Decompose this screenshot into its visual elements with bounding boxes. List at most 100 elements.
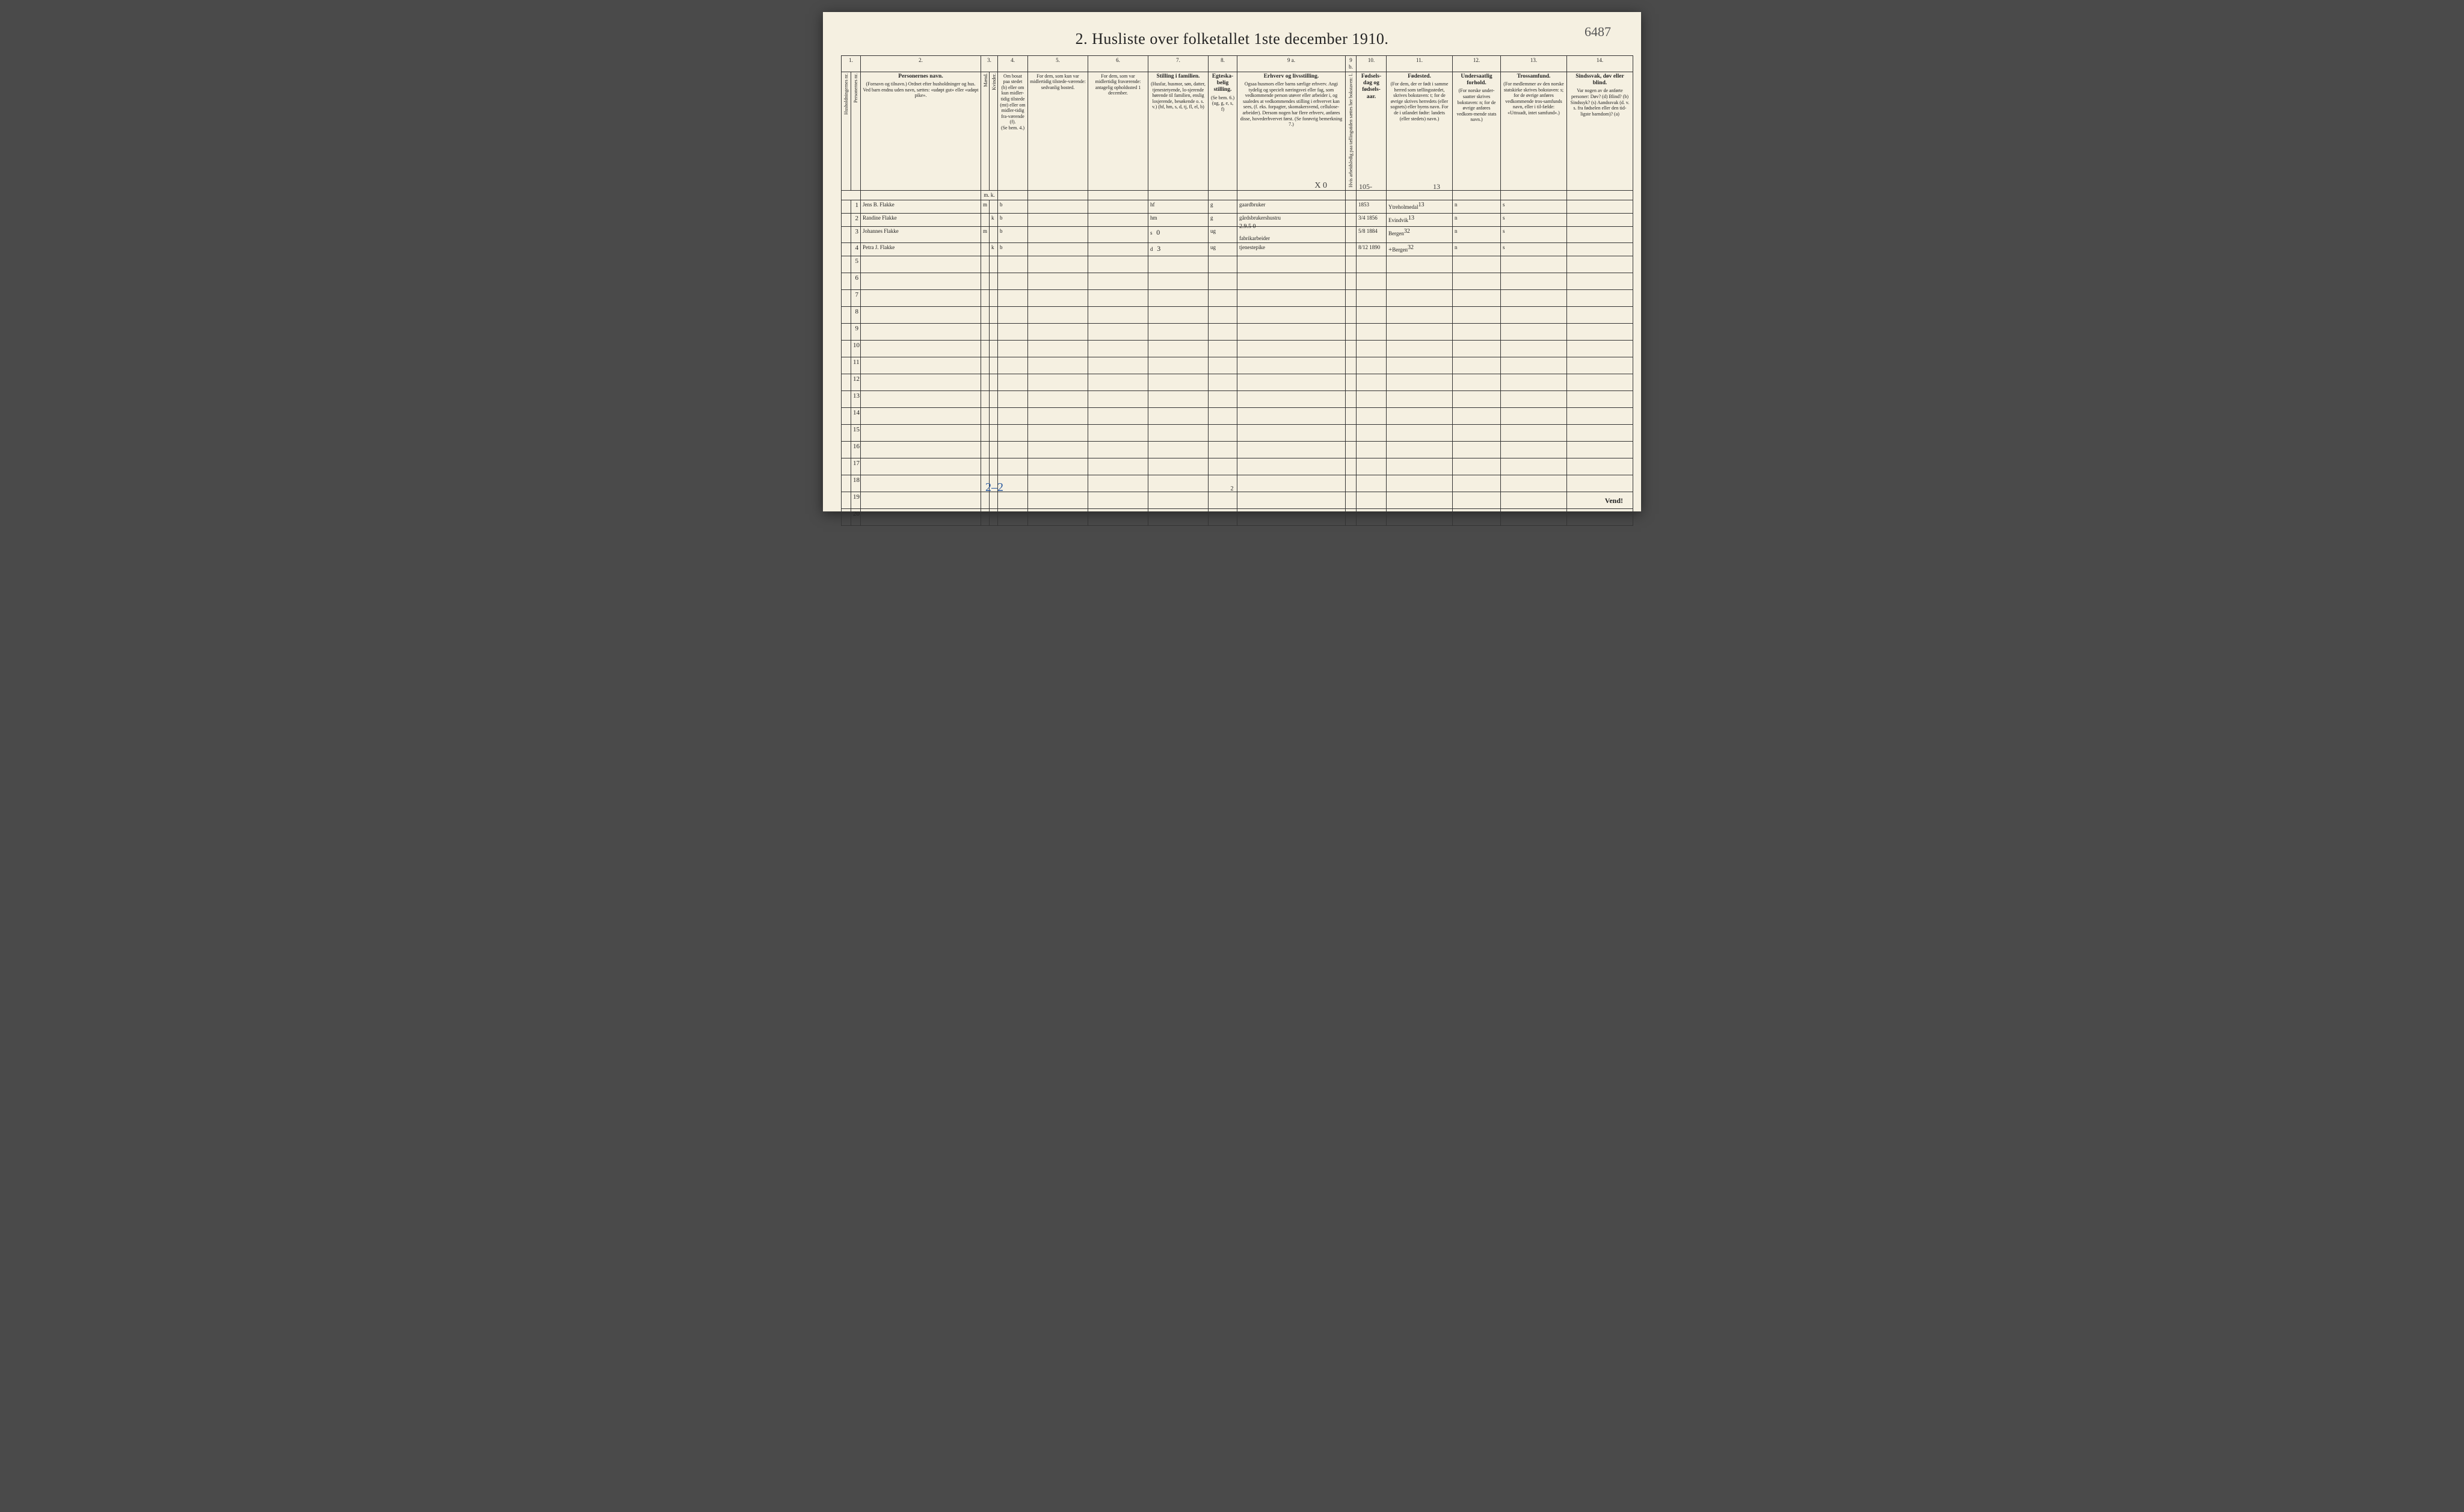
- table-row-empty: 8: [842, 307, 1633, 324]
- col7-header: Stilling i familien. (Husfar, husmor, sø…: [1148, 72, 1209, 190]
- table-row-empty: 16: [842, 442, 1633, 458]
- row-person-num: 11: [851, 357, 861, 374]
- cell-erhverv: 2.9.5 0fabrikarbeider: [1237, 226, 1346, 243]
- colnum-13: 13.: [1501, 56, 1567, 72]
- cell-fam: s 0: [1148, 226, 1209, 243]
- row-hh-num: [842, 226, 851, 243]
- cell-sinds: [1567, 213, 1633, 226]
- table-row-empty: 10: [842, 341, 1633, 357]
- row-person-num: 5: [851, 256, 861, 273]
- cell-fodsel: 1853: [1357, 200, 1387, 213]
- cell-c5: [1028, 213, 1088, 226]
- row-person-num: 3: [851, 226, 861, 243]
- page-foot-number: 2: [1231, 486, 1234, 492]
- table-row: 2Randine Flakkekbhmggårdsbrukershustru3/…: [842, 213, 1633, 226]
- cell-egt: ug: [1209, 226, 1237, 243]
- table-row: 4Petra J. Flakkekbd 3ugtjenestepike8/12 …: [842, 243, 1633, 256]
- cell-undersaat: n: [1453, 213, 1501, 226]
- col10-header: Fødsels-dag og fødsels-aar. 105-: [1357, 72, 1387, 190]
- colnum-6: 6.: [1088, 56, 1148, 72]
- col12-header: Undersaatlig forhold. (For norske under-…: [1453, 72, 1501, 190]
- cell-c5: [1028, 243, 1088, 256]
- vend-label: Vend!: [1605, 496, 1623, 505]
- row-person-num: 4: [851, 243, 861, 256]
- row-person-num: 16: [851, 442, 861, 458]
- colnum-9a: 9 a.: [1237, 56, 1346, 72]
- row-person-num: 20: [851, 509, 861, 526]
- row-person-num: 15: [851, 425, 861, 442]
- colnum-5: 5.: [1028, 56, 1088, 72]
- cell-name: Johannes Flakke: [861, 226, 981, 243]
- cell-9b: [1346, 226, 1357, 243]
- cell-tros: s: [1501, 243, 1567, 256]
- cell-name: Randine Flakke: [861, 213, 981, 226]
- cell-erhverv: tjenestepike: [1237, 243, 1346, 256]
- cell-tros: s: [1501, 226, 1567, 243]
- cell-fodsel: 3/4 1856: [1357, 213, 1387, 226]
- table-row-empty: 7: [842, 290, 1633, 307]
- cell-c5: [1028, 226, 1088, 243]
- header-overwrite-10: 105-: [1359, 182, 1372, 191]
- col6-header: For dem, som var midlertidig fraværende:…: [1088, 72, 1148, 190]
- colnum-8: 8.: [1209, 56, 1237, 72]
- cell-egt: g: [1209, 200, 1237, 213]
- row-person-num: 10: [851, 341, 861, 357]
- cell-fodested: Ytreholmedal13: [1387, 200, 1453, 213]
- colnum-10: 10.: [1357, 56, 1387, 72]
- row-person-num: 2: [851, 213, 861, 226]
- cell-sex-m: m: [981, 226, 990, 243]
- colnum-3: 3.: [981, 56, 998, 72]
- cell-fam: hf: [1148, 200, 1209, 213]
- cell-fodsel: 8/12 1890: [1357, 243, 1387, 256]
- colnum-4: 4.: [998, 56, 1028, 72]
- colnum-14: 14.: [1567, 56, 1633, 72]
- cell-c6: [1088, 226, 1148, 243]
- cell-bosat: b: [998, 213, 1028, 226]
- cell-undersaat: n: [1453, 200, 1501, 213]
- table-row-empty: 17: [842, 458, 1633, 475]
- table-row-empty: 11: [842, 357, 1633, 374]
- col14-header: Sindssvak, døv eller blind. Var nogen av…: [1567, 72, 1633, 190]
- row-person-num: 14: [851, 408, 861, 425]
- row-person-num: 17: [851, 458, 861, 475]
- cell-c5: [1028, 200, 1088, 213]
- colnum-9b: 9 b.: [1346, 56, 1357, 72]
- cell-fam: d 3: [1148, 243, 1209, 256]
- row-person-num: 1: [851, 200, 861, 213]
- row-person-num: 12: [851, 374, 861, 391]
- cell-fodested: +Bergen32: [1387, 243, 1453, 256]
- cell-c6: [1088, 213, 1148, 226]
- row-person-num: 6: [851, 273, 861, 290]
- table-row-empty: 15: [842, 425, 1633, 442]
- table-row: 1Jens B. Flakkembhfggaardbruker1853Ytreh…: [842, 200, 1633, 213]
- row-person-num: 19: [851, 492, 861, 509]
- cell-c6: [1088, 243, 1148, 256]
- data-body: 1Jens B. Flakkembhfggaardbruker1853Ytreh…: [842, 200, 1633, 256]
- col3b-header: Kvinder.: [990, 72, 998, 190]
- cell-bosat: b: [998, 243, 1028, 256]
- cell-tros: s: [1501, 200, 1567, 213]
- page-title: 2. Husliste over folketallet 1ste decemb…: [841, 30, 1623, 48]
- cell-sinds: [1567, 200, 1633, 213]
- table-row-empty: 12: [842, 374, 1633, 391]
- cell-fodested: Evindvik13: [1387, 213, 1453, 226]
- cell-bosat: b: [998, 226, 1028, 243]
- column-number-row: 1. 2. 3. 4. 5. 6. 7. 8. 9 a. 9 b. 10. 11…: [842, 56, 1633, 72]
- table-row-empty: 14: [842, 408, 1633, 425]
- cell-sex-k: k: [990, 213, 998, 226]
- cell-9b: [1346, 243, 1357, 256]
- cell-sex-k: [990, 226, 998, 243]
- col9b-header: Hvis arbeidsledig paa tællingstiden sætt…: [1346, 72, 1357, 190]
- row-hh-num: [842, 213, 851, 226]
- col5-header: For dem, som kun var midlertidig tilsted…: [1028, 72, 1088, 190]
- col3a-header: Mænd.: [981, 72, 990, 190]
- cell-name: Jens B. Flakke: [861, 200, 981, 213]
- header-overwrite-9a: X 0: [1314, 181, 1327, 191]
- colnum-11: 11.: [1387, 56, 1453, 72]
- cell-sinds: [1567, 243, 1633, 256]
- col1b-header: Personernes nr.: [851, 72, 861, 190]
- cell-sex-k: k: [990, 243, 998, 256]
- col3-foot-row: m. k.: [842, 190, 1633, 200]
- table-row: 3Johannes Flakkemb s 0ug2.9.5 0fabrikarbe…: [842, 226, 1633, 243]
- table-row-empty: 6: [842, 273, 1633, 290]
